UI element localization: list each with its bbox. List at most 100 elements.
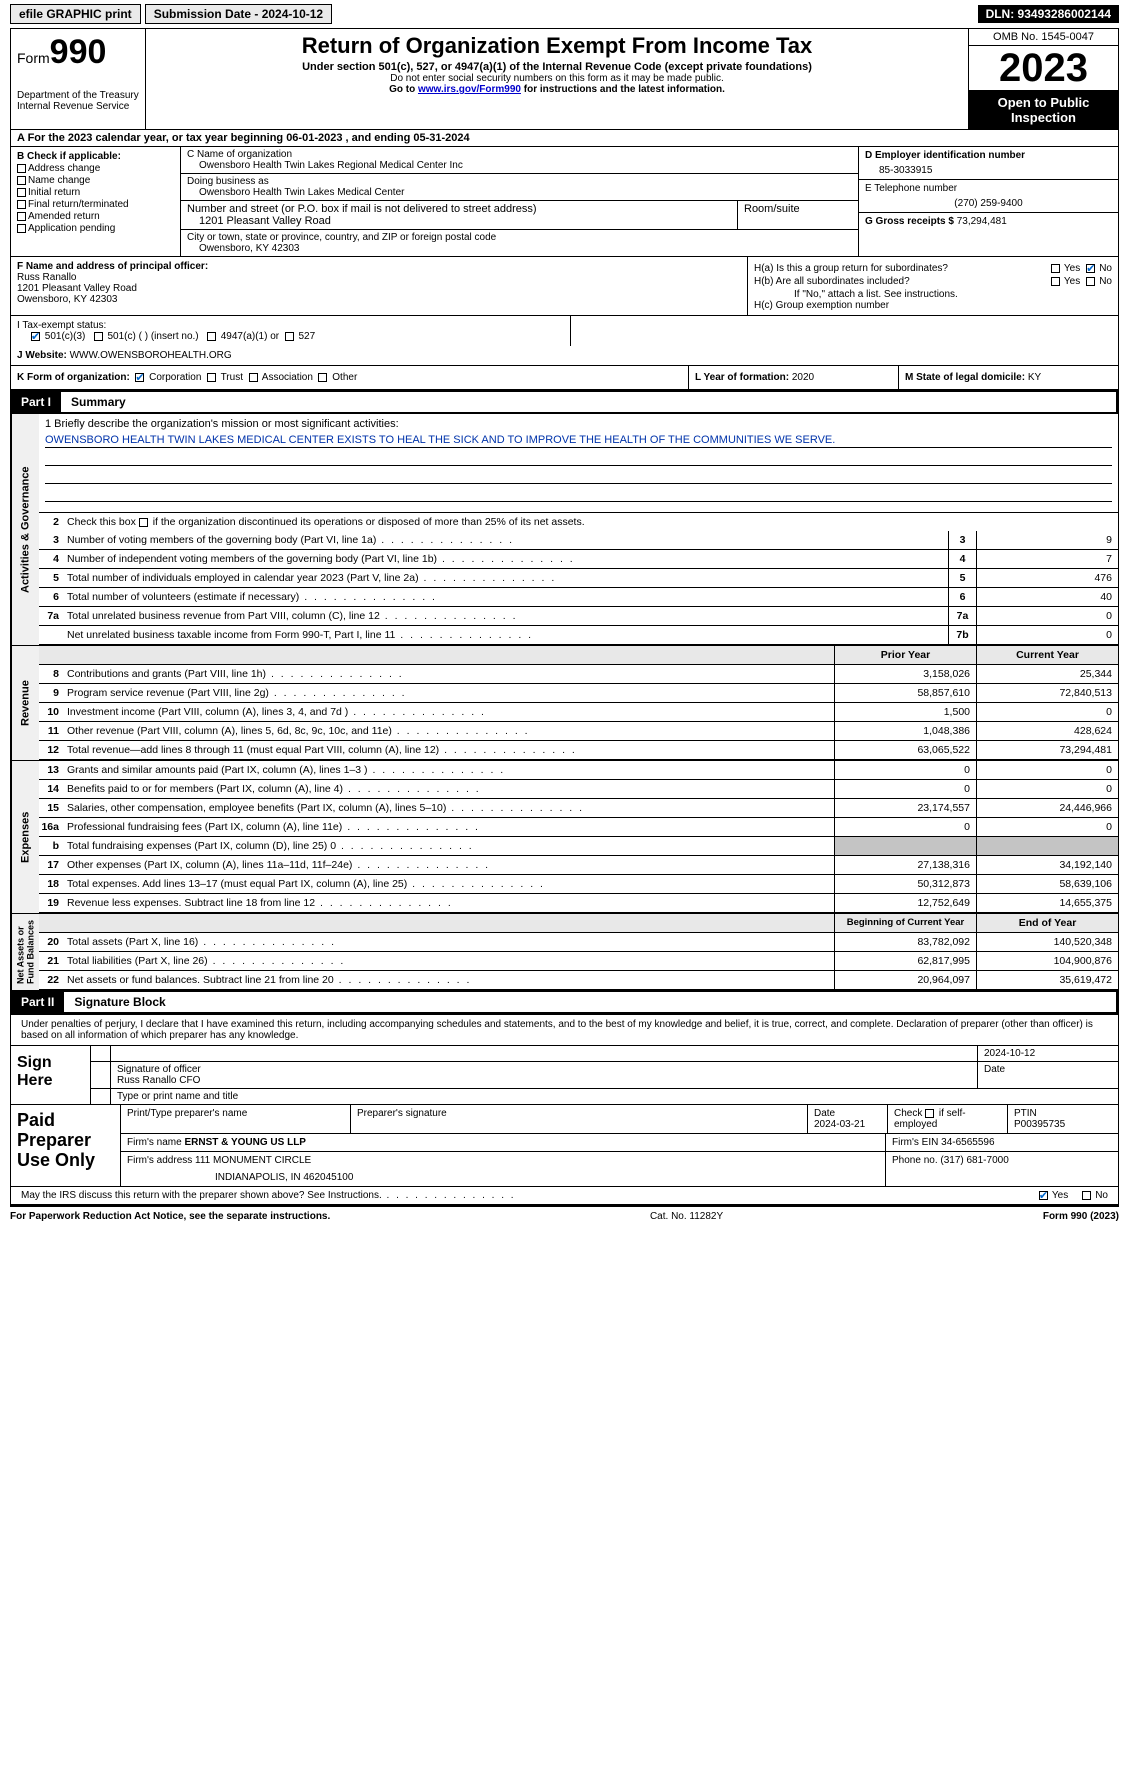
chk-name-change[interactable]: Name change [17,175,174,186]
line2-text: Check this box if the organization disco… [63,513,1118,531]
hb-no[interactable]: No [1086,276,1112,287]
org-name-label: C Name of organization [187,149,852,160]
opt-association: Association [262,372,313,383]
phone-value: (270) 259-9400 [865,194,1112,209]
opt-501c3: 501(c)(3) [45,331,86,342]
row-fh: F Name and address of principal officer:… [11,257,1118,316]
expense-line: 14Benefits paid to or for members (Part … [39,780,1118,799]
chk-final-return[interactable]: Final return/terminated [17,199,174,210]
chk-association[interactable] [249,373,258,382]
ein-value: 85-3033915 [865,161,1112,176]
mission-blank1 [45,452,1112,466]
revenue-line: 9Program service revenue (Part VIII, lin… [39,684,1118,703]
chk-trust[interactable] [207,373,216,382]
row-j: J Website: WWW.OWENSBOROHEALTH.ORG [11,346,1118,366]
vtab-net-assets: Net Assets or Fund Balances [11,914,39,990]
hb-yes[interactable]: Yes [1051,276,1080,287]
sign-here-block: Sign Here 2024-10-12 Signature of office… [11,1045,1118,1105]
form-footer-label: Form 990 (2023) [1043,1211,1119,1222]
dln-label: DLN: 93493286002144 [978,5,1119,23]
header-mid: Return of Organization Exempt From Incom… [146,29,968,129]
sign-date: 2024-10-12 [978,1046,1118,1061]
chk-501c[interactable] [94,332,103,341]
expense-line: 18Total expenses. Add lines 13–17 (must … [39,875,1118,894]
form-subtitle: Under section 501(c), 527, or 4947(a)(1)… [154,61,960,73]
chk-corporation[interactable] [135,373,144,382]
expense-line: 19Revenue less expenses. Subtract line 1… [39,894,1118,913]
dept-treasury: Department of the Treasury Internal Reve… [17,90,139,112]
chk-application-pending[interactable]: Application pending [17,223,174,234]
irs-form990-link[interactable]: www.irs.gov/Form990 [418,84,521,95]
chk-self-employed[interactable] [925,1109,934,1118]
chk-501c3[interactable] [31,332,40,341]
gross-receipts-label: G Gross receipts $ [865,216,957,227]
chk-4947[interactable] [207,332,216,341]
form-number: 990 [50,33,107,71]
opt-527: 527 [298,331,315,342]
opt-other: Other [332,372,357,383]
gov-line: 4Number of independent voting members of… [39,550,1118,569]
row-klm: K Form of organization: Corporation Trus… [11,366,1118,390]
part2-num: Part II [11,992,64,1012]
discuss-no[interactable]: No [1082,1190,1108,1201]
preparer-name-label: Print/Type preparer's name [121,1105,351,1133]
officer-label: F Name and address of principal officer: [17,261,208,272]
sig-officer-name: Russ Ranallo CFO [117,1075,971,1086]
expenses-section: Expenses 13Grants and similar amounts pa… [11,760,1118,913]
efile-graphic-button[interactable]: efile GRAPHIC print [10,4,141,24]
submission-date-button[interactable]: Submission Date - 2024-10-12 [145,4,332,24]
website-value: WWW.OWENSBOROHEALTH.ORG [70,350,232,361]
chk-other[interactable] [318,373,327,382]
expense-line: 16aProfessional fundraising fees (Part I… [39,818,1118,837]
form-org-label: K Form of organization: [17,372,130,383]
revenue-line: 8Contributions and grants (Part VIII, li… [39,665,1118,684]
hb-label: H(b) Are all subordinates included? [754,276,1045,287]
chk-initial-return[interactable]: Initial return [17,187,174,198]
header-right: OMB No. 1545-0047 2023 Open to Public In… [968,29,1118,129]
chk-amended-return[interactable]: Amended return [17,211,174,222]
mission-label: 1 Briefly describe the organization's mi… [45,418,1112,430]
ha-yes[interactable]: Yes [1051,263,1080,274]
form-header: Form990 Department of the Treasury Inter… [11,29,1118,130]
street-value: 1201 Pleasant Valley Road [187,215,731,227]
gov-line: 3Number of voting members of the governi… [39,531,1118,550]
tax-year: 2023 [969,46,1118,91]
sign-here-label: Sign Here [11,1046,91,1104]
section-bcd: B Check if applicable: Address change Na… [11,147,1118,257]
type-name-label: Type or print name and title [111,1089,1118,1104]
open-to-public: Open to Public Inspection [969,91,1118,129]
state-domicile-value: KY [1028,372,1041,383]
website-label: J Website: [17,350,70,361]
form-title: Return of Organization Exempt From Incom… [154,33,960,59]
chk-527[interactable] [285,332,294,341]
chk-address-change[interactable]: Address change [17,163,174,174]
netassets-line: 20Total assets (Part X, line 16)83,782,0… [39,933,1118,952]
activities-governance-section: Activities & Governance 1 Briefly descri… [11,414,1118,645]
room-suite-label: Room/suite [738,201,858,229]
city-value: Owensboro, KY 42303 [187,243,852,254]
discuss-yes[interactable]: Yes [1039,1190,1068,1201]
box-b: B Check if applicable: Address change Na… [11,147,181,256]
gov-line: Net unrelated business taxable income fr… [39,626,1118,645]
discuss-row: May the IRS discuss this return with the… [11,1187,1118,1206]
box-d: D Employer identification number 85-3033… [858,147,1118,256]
year-formation-value: 2020 [792,372,814,383]
box-b-header: B Check if applicable: [17,151,121,162]
date-label: Date [978,1062,1118,1088]
ha-no[interactable]: No [1086,263,1112,274]
revenue-line: 11Other revenue (Part VIII, column (A), … [39,722,1118,741]
paid-preparer-block: Paid Preparer Use Only Print/Type prepar… [11,1105,1118,1187]
goto-post: for instructions and the latest informat… [521,84,725,95]
perjury-declaration: Under penalties of perjury, I declare th… [11,1014,1118,1045]
expense-line: 17Other expenses (Part IX, column (A), l… [39,856,1118,875]
hc-label: H(c) Group exemption number [754,300,1112,311]
paid-preparer-label: Paid Preparer Use Only [11,1105,121,1186]
gross-receipts-value: 73,294,481 [957,216,1007,227]
chk-discontinued[interactable] [139,518,148,527]
gov-line: 5Total number of individuals employed in… [39,569,1118,588]
part1-header: Part I Summary [11,390,1118,414]
dba-label: Doing business as [187,176,852,187]
part1-num: Part I [11,392,61,412]
org-name: Owensboro Health Twin Lakes Regional Med… [187,160,852,171]
opt-trust: Trust [221,372,243,383]
